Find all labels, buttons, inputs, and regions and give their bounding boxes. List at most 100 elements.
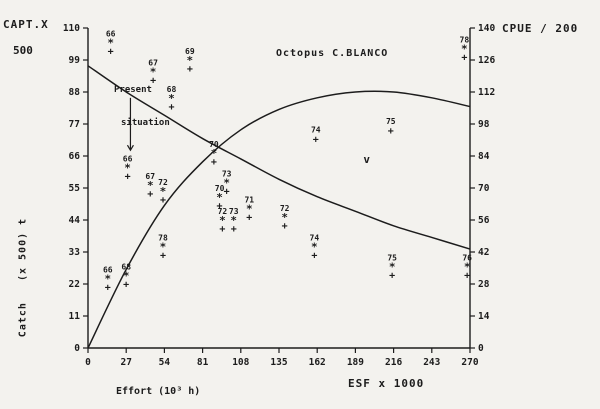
svg-text:77: 77 [69,119,80,130]
svg-text:v: v [363,153,370,166]
svg-text:+: + [147,189,153,200]
svg-text:270: 270 [461,357,478,368]
svg-text:99: 99 [69,55,81,66]
svg-text:+: + [168,102,174,113]
svg-text:*: * [123,269,130,282]
svg-text:42: 42 [478,247,489,258]
svg-text:14: 14 [478,311,490,322]
svg-text:112: 112 [478,87,495,98]
svg-text:66: 66 [123,155,133,164]
annotation-line-2: situation [121,118,170,128]
svg-text:+: + [231,224,237,235]
svg-text:*: * [246,202,253,215]
svg-text:+: + [105,282,111,293]
svg-text:68: 68 [121,262,131,271]
svg-text:*: * [147,179,154,192]
svg-text:216: 216 [385,357,402,368]
svg-text:162: 162 [309,357,326,368]
svg-text:98: 98 [478,119,490,130]
svg-text:135: 135 [270,357,287,368]
svg-text:+: + [282,221,288,232]
annotation-present-situation: Present situation [114,63,170,151]
svg-text:72: 72 [218,207,228,216]
svg-text:+: + [217,201,223,212]
svg-text:76: 76 [462,254,472,263]
svg-text:140: 140 [478,23,495,34]
right-axis-label: CPUE ∕ 200 [502,22,579,35]
svg-text:+: + [311,250,317,261]
svg-text:+: + [187,64,193,75]
svg-text:+: + [313,135,319,146]
svg-text:*: * [311,240,318,253]
svg-text:243: 243 [423,357,440,368]
x-axis-label: Effort (10³ h) [116,386,201,397]
svg-text:28: 28 [478,279,490,290]
svg-text:78: 78 [158,233,168,242]
curve-cpue-decline [87,65,471,250]
svg-text:*: * [461,42,468,55]
svg-text:75: 75 [387,254,397,263]
svg-text:*: * [104,272,111,285]
svg-text:+: + [219,224,225,235]
svg-text:+: + [224,186,230,197]
left-axis-scale: 500 [13,44,33,57]
annotation-arrowhead [126,144,134,152]
svg-text:75: 75 [386,117,396,126]
svg-text:0: 0 [74,343,80,354]
svg-text:70: 70 [478,183,490,194]
svg-text:71: 71 [244,195,254,204]
svg-text:22: 22 [69,279,80,290]
svg-text:11: 11 [69,311,81,322]
svg-text:70: 70 [209,140,219,149]
svg-text:74: 74 [310,233,320,242]
svg-text:+: + [388,126,394,137]
svg-text:+: + [211,157,217,168]
svg-text:73: 73 [222,169,232,178]
svg-text:110: 110 [63,23,80,34]
svg-text:72: 72 [158,178,168,187]
svg-text:189: 189 [347,357,364,368]
svg-text:+: + [246,212,252,223]
svg-text:+: + [160,250,166,261]
svg-text:+: + [125,172,131,183]
svg-text:0: 0 [478,343,484,354]
svg-text:*: * [124,162,131,175]
svg-text:33: 33 [69,247,81,258]
svg-text:69: 69 [185,47,195,56]
svg-text:66: 66 [103,265,113,274]
svg-text:56: 56 [478,215,490,226]
x-axis-label-secondary: ESF x 1000 [348,377,425,390]
svg-text:0: 0 [85,357,91,368]
svg-text:*: * [187,54,194,67]
svg-text:54: 54 [159,357,171,368]
svg-text:66: 66 [106,30,116,39]
svg-text:88: 88 [69,87,81,98]
svg-text:*: * [107,37,114,50]
svg-text:66: 66 [69,151,81,162]
svg-text:*: * [216,191,223,204]
svg-text:*: * [160,185,167,198]
left-axis-header: CAPT.X [3,18,49,31]
svg-text:44: 44 [69,215,81,226]
svg-text:68: 68 [167,85,177,94]
svg-text:+: + [389,271,395,282]
svg-text:81: 81 [197,357,209,368]
svg-text:55: 55 [69,183,81,194]
svg-text:*: * [223,176,230,189]
svg-text:74: 74 [311,126,321,135]
svg-text:*: * [389,261,396,274]
annotation-line-1: Present [114,85,152,95]
svg-text:*: * [160,240,167,253]
svg-text:+: + [160,195,166,206]
svg-text:84: 84 [478,151,490,162]
curve-yield-dome [87,90,471,349]
svg-text:*: * [168,92,175,105]
svg-text:*: * [219,214,226,227]
svg-text:*: * [230,214,237,227]
svg-text:+: + [461,52,467,63]
svg-text:+: + [108,47,114,58]
svg-text:78: 78 [460,35,470,44]
left-axis-label: Catch (x 500) t [17,217,29,338]
